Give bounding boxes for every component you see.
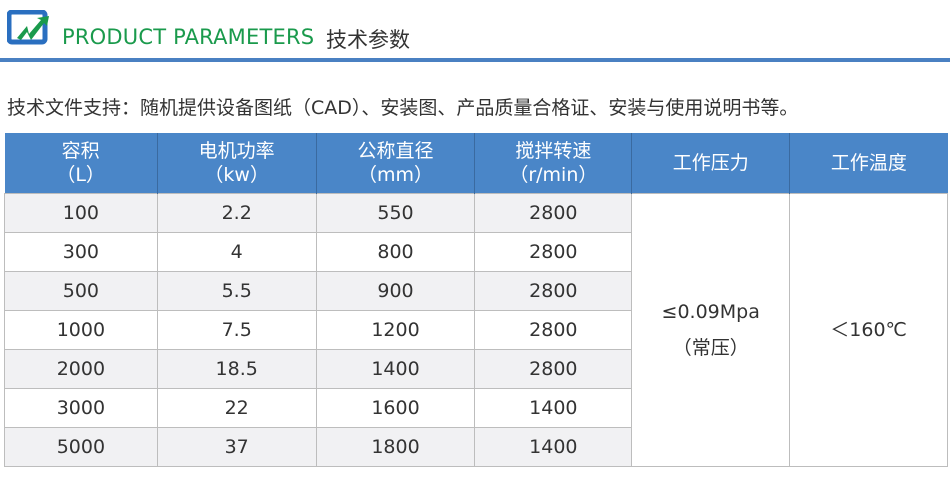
- table-cell: 2800: [474, 310, 633, 350]
- table-row: 500 5.5 900 2800: [4, 271, 948, 311]
- column-name: 容积: [61, 140, 100, 162]
- table-cell: 2.2: [156, 193, 317, 233]
- table-cell: 4: [156, 232, 317, 272]
- parameters-table: 容积 （L） 电机功率 （kw） 公称直径 （mm） 搅拌转速 （r/min） 工作压力 工作温度…: [4, 133, 948, 467]
- column-unit: （kw）: [204, 164, 269, 186]
- column-header: 容积 （L）: [4, 133, 158, 194]
- table-cell: 1400: [474, 427, 633, 467]
- pressure-cell: ≤0.09Mpa （常压）: [631, 193, 791, 467]
- table-cell: 1800: [315, 427, 476, 467]
- table-cell: 37: [156, 427, 317, 467]
- table-cell: 22: [156, 388, 317, 428]
- column-unit: （L）: [56, 164, 105, 186]
- column-header: 电机功率 （kw）: [156, 133, 317, 194]
- header-divider: [0, 58, 950, 62]
- column-name: 电机功率: [198, 140, 275, 162]
- table-cell: 1200: [315, 310, 476, 350]
- column-header: 工作压力: [631, 133, 790, 194]
- column-unit: （r/min）: [509, 164, 598, 186]
- temperature-value: ＜160℃: [830, 319, 907, 341]
- table-row: 100 2.2 550 2800 ≤0.09Mpa （常压） ＜160℃: [4, 193, 948, 467]
- table-cell: 5.5: [156, 271, 317, 311]
- pressure-value: ≤0.09Mpa: [661, 301, 760, 323]
- table-cell: 2000: [4, 349, 158, 389]
- pressure-note: （常压）: [672, 337, 749, 359]
- table-cell: 2800: [474, 271, 633, 311]
- table-cell: 1400: [315, 349, 476, 389]
- table-row: 1000 7.5 1200 2800: [4, 310, 948, 350]
- column-name: 搅拌转速: [515, 140, 592, 162]
- column-name: 公称直径: [357, 140, 434, 162]
- table-cell: 900: [315, 271, 476, 311]
- table-cell: 100: [4, 193, 158, 233]
- table-cell: 2800: [474, 193, 633, 233]
- table-cell: 2800: [474, 349, 633, 389]
- table-cell: 500: [4, 271, 158, 311]
- title-english: PRODUCT PARAMETERS: [62, 25, 315, 49]
- column-header: 工作温度: [789, 133, 948, 194]
- table-header-row: 容积 （L） 电机功率 （kw） 公称直径 （mm） 搅拌转速 （r/min） 工作压力 工作温度: [4, 133, 948, 194]
- table-row: 3000 22 1600 1400: [4, 388, 948, 428]
- logo-icon: [7, 10, 49, 45]
- table-cell: 1000: [4, 310, 158, 350]
- column-header: 搅拌转速 （r/min）: [474, 133, 632, 194]
- table-cell: 5000: [4, 427, 158, 467]
- table-cell: 18.5: [156, 349, 317, 389]
- table-cell: 800: [315, 232, 476, 272]
- column-unit: （mm）: [357, 164, 434, 186]
- table-cell: 1600: [315, 388, 476, 428]
- column-name: 工作温度: [830, 152, 907, 174]
- table-cell: 1400: [474, 388, 633, 428]
- section-header: PRODUCT PARAMETERS 技术参数: [0, 0, 950, 62]
- title-chinese: 技术参数: [326, 28, 410, 52]
- table-row: 5000 37 1800 1400: [4, 427, 948, 467]
- tech-docs-note: 技术文件支持：随机提供设备图纸（CAD）、安装图、产品质量合格证、安装与使用说明…: [7, 97, 799, 119]
- column-name: 工作压力: [672, 152, 749, 174]
- table-cell: 3000: [4, 388, 158, 428]
- table-row: 2000 18.5 1400 2800: [4, 349, 948, 389]
- temperature-cell: ＜160℃: [789, 193, 948, 467]
- table-cell: 7.5: [156, 310, 317, 350]
- table-cell: 2800: [474, 232, 633, 272]
- table-cell: 300: [4, 232, 158, 272]
- table-cell: 550: [315, 193, 476, 233]
- column-header: 公称直径 （mm）: [315, 133, 475, 194]
- table-row: 300 4 800 2800: [4, 232, 948, 272]
